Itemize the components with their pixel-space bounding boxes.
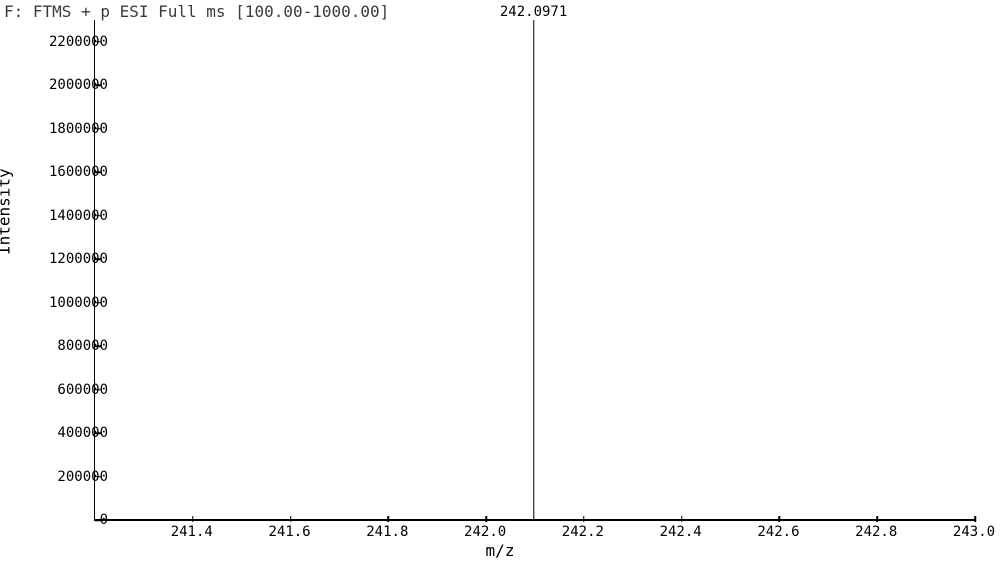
- xtick-mark: [681, 516, 683, 522]
- baseline: [95, 519, 975, 521]
- xtick-label: 242.8: [855, 524, 897, 540]
- xtick-label: 242.4: [660, 524, 702, 540]
- ytick-label: 2200000: [38, 34, 108, 50]
- xtick-mark: [876, 516, 878, 522]
- xtick-mark: [779, 516, 781, 522]
- ytick-label: 400000: [38, 425, 108, 441]
- xtick-mark: [192, 516, 194, 522]
- peak-line: [533, 20, 535, 520]
- ytick-label: 200000: [38, 469, 108, 485]
- xtick-mark: [290, 516, 292, 522]
- xtick-mark: [583, 516, 585, 522]
- ytick-label: 1800000: [38, 121, 108, 137]
- ytick-label: 2000000: [38, 77, 108, 93]
- ytick-label: 1200000: [38, 251, 108, 267]
- chart-title: F: FTMS + p ESI Full ms [100.00-1000.00]: [4, 2, 389, 21]
- spectrum-container: F: FTMS + p ESI Full ms [100.00-1000.00]…: [0, 0, 1000, 564]
- ytick-label: 800000: [38, 338, 108, 354]
- xtick-mark: [485, 516, 487, 522]
- xtick-label: 241.6: [268, 524, 310, 540]
- xtick-label: 241.8: [366, 524, 408, 540]
- xtick-mark: [974, 516, 976, 522]
- x-axis-label: m/z: [486, 541, 515, 560]
- xtick-label: 242.0: [464, 524, 506, 540]
- peak-label: 242.0971: [500, 4, 567, 20]
- ytick-label: 1600000: [38, 164, 108, 180]
- ytick-label: 0: [38, 512, 108, 528]
- plot-area: 242.0971: [94, 20, 975, 521]
- xtick-label: 242.6: [757, 524, 799, 540]
- ytick-label: 1400000: [38, 208, 108, 224]
- xtick-mark: [388, 516, 390, 522]
- xtick-label: 242.2: [562, 524, 604, 540]
- ytick-label: 1000000: [38, 295, 108, 311]
- xtick-label: 243.0: [953, 524, 995, 540]
- xtick-label: 241.4: [171, 524, 213, 540]
- ytick-label: 600000: [38, 382, 108, 398]
- y-axis-label: Intensity: [0, 168, 14, 255]
